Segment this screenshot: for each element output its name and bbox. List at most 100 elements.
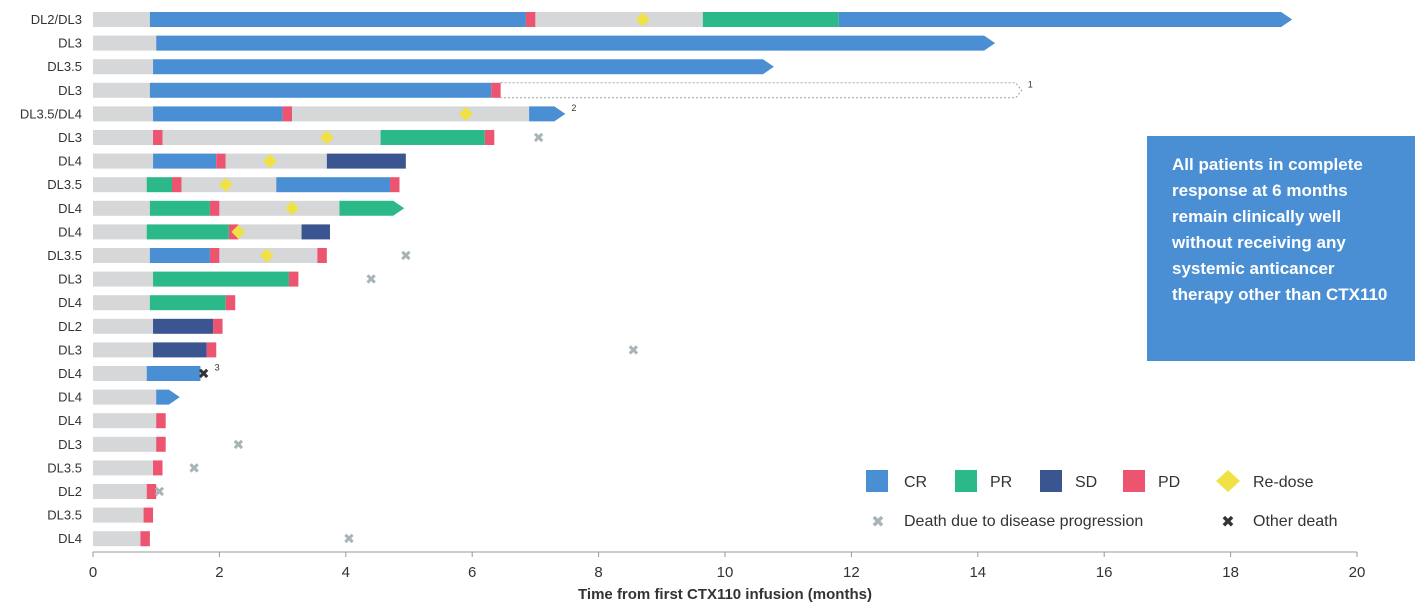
pre-response-segment [93,460,154,476]
patient-row: DL4 [58,295,236,311]
response-segment-pd [146,484,157,499]
pre-response-segment [93,271,154,287]
patient-row: DL4 [58,153,406,169]
dose-level-label: DL3 [58,83,82,98]
x-tick-label: 14 [969,564,986,581]
x-tick-label: 16 [1096,564,1113,581]
response-segment-pr [149,295,226,311]
death-progression-icon: ✖ [153,485,165,501]
annotation-line: without receiving any [1171,233,1346,252]
patient-row: DL3 ✖ [58,436,244,453]
x-tick-label: 12 [843,564,860,581]
response-arrow [156,35,996,51]
response-segment-cr [146,366,201,381]
response-segment-sd [326,153,406,169]
response-segment-cr [153,106,283,122]
pre-response-segment [93,59,154,75]
death-progression-icon: ✖ [365,272,377,288]
dose-level-label: DL2/DL3 [31,12,82,27]
pre-response-segment [93,389,157,405]
patient-row: DL3.5 ✖ [47,460,200,477]
response-segment-sd [153,342,207,358]
pre-response-segment [93,224,147,240]
redose-diamond-icon [259,248,274,263]
dose-level-label: DL3.5/DL4 [20,106,82,121]
dose-level-label: DL3.5 [47,508,82,523]
dose-level-label: DL3 [58,437,82,452]
x-axis-ticks: 0 2 4 6 8 10 12 14 16 18 20 [89,552,1366,581]
response-segment-pd [484,130,495,145]
response-segment-sd [153,318,214,334]
response-segment-pr [702,12,839,27]
response-segment-pd [525,12,536,27]
footnote-marker: 3 [215,363,220,373]
response-segment-pd [216,153,226,169]
legend-label-death-pd: Death due to disease progression [904,513,1143,530]
annotation-line: remain clinically well [1172,207,1341,226]
patient-rows: DL2/DL3 DL3 DL3.5 DL3 1 DL3.5/DL4 2 DL3 ✖ DL4 DL3.… [20,12,1293,548]
legend-swatch-cr [866,470,888,492]
annotation-text: All patients in complete response at 6 mo… [1171,155,1387,304]
patient-row: DL4 [58,413,166,429]
x-axis: 0 2 4 6 8 10 12 14 16 18 20 Time from first CTX110… [89,551,1366,603]
legend-label-other-death: Other death [1253,513,1338,530]
response-segment-cr [149,12,526,27]
response-arrow [838,12,1293,27]
annotation-background [1147,136,1415,361]
response-arrow [529,106,566,122]
dose-level-label: DL3 [58,36,82,51]
response-segment-pd [140,531,150,547]
dose-level-label: DL4 [58,295,82,310]
annotation-line: therapy other than CTX110 [1172,285,1387,304]
dose-level-label: DL3.5 [47,460,82,475]
legend-label-sd: SD [1075,474,1097,491]
death-progression-icon: ✖ [400,249,412,265]
response-segment-cr [153,153,217,169]
dose-level-label: DL4 [58,531,82,546]
patient-row: DL4 [58,224,330,240]
response-segment-pd [153,130,163,145]
patient-row: DL2/DL3 [31,12,1293,27]
patient-row: DL3.5 [47,59,774,75]
x-tick-label: 4 [342,564,350,581]
pre-response-segment [219,200,340,216]
response-segment-pd [288,271,299,287]
response-segment-pd [156,413,166,429]
annotation-line: systemic anticancer [1172,259,1335,278]
response-segment-sd [301,224,330,240]
dose-level-label: DL4 [58,413,82,428]
legend-redose-diamond-icon [1216,470,1240,492]
death-progression-icon: ✖ [627,343,639,359]
patient-row: DL3 ✖ [58,130,544,147]
annotation-line: response at 6 months [1172,181,1348,200]
pre-response-segment [292,106,530,122]
response-segment-pd [213,318,223,334]
patient-row: DL2 [58,318,223,334]
patient-row: DL3 ✖ [58,271,377,288]
response-segment-pd [156,436,166,452]
dose-level-label: DL3 [58,130,82,145]
pre-response-segment [93,318,154,334]
pre-response-segment [93,200,150,216]
response-segment-pd [282,106,293,122]
response-segment-cr [149,82,492,98]
legend: CR PR SD PD Re-dose ✖ Death due to disea… [866,470,1338,531]
pre-response-segment [162,130,381,145]
response-segment-pd [206,342,217,358]
response-segment-pd [390,177,400,193]
x-tick-label: 2 [215,564,223,581]
x-tick-label: 20 [1349,564,1366,581]
response-arrow [156,389,180,405]
response-segment-pd [209,248,220,263]
legend-label-redose: Re-dose [1253,474,1314,491]
pre-response-segment [93,531,141,547]
response-segment-pd [209,200,220,216]
response-segment-pd [143,507,154,523]
response-segment-cr [149,248,210,263]
pre-response-segment [93,366,147,381]
dose-level-label: DL4 [58,224,82,239]
dose-level-label: DL4 [58,366,82,381]
dose-level-label: DL4 [58,390,82,405]
pre-response-segment [93,413,157,429]
